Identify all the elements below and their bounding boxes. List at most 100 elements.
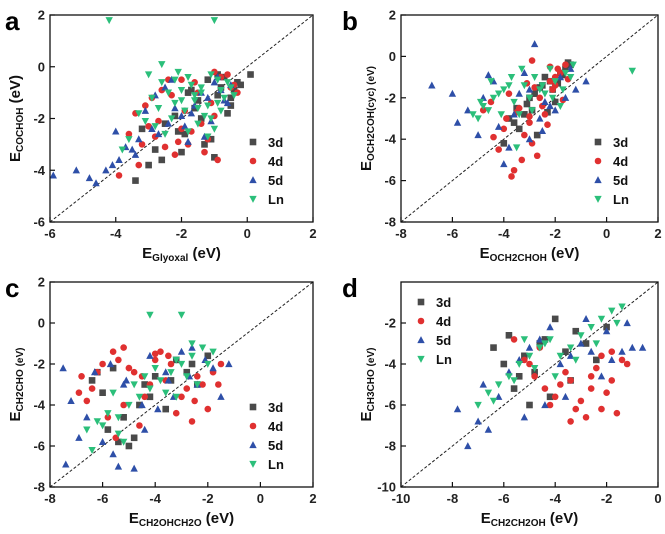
data-point-4d	[151, 350, 159, 358]
legend-marker-5d	[249, 441, 257, 449]
data-point-Ln	[556, 352, 565, 360]
data-point-4d	[142, 102, 149, 109]
data-point-Ln	[171, 99, 179, 107]
series-Ln	[469, 61, 636, 152]
x-tick-label: -2	[176, 226, 188, 241]
legend: 3d 4d 5d Ln	[594, 135, 629, 207]
data-point-5d	[520, 69, 529, 77]
data-point-3d	[204, 352, 212, 360]
data-point-Ln	[613, 319, 621, 327]
data-point-3d	[536, 340, 544, 347]
data-point-4d	[479, 106, 487, 114]
data-point-Ln	[505, 373, 513, 381]
y-tick-label: -10	[377, 480, 396, 495]
data-point-4d	[224, 71, 231, 78]
data-point-5d	[602, 327, 611, 335]
data-point-5d	[561, 392, 570, 400]
data-point-4d	[115, 172, 123, 179]
data-point-3d	[237, 81, 244, 89]
data-point-Ln	[210, 125, 219, 133]
data-point-Ln	[181, 107, 189, 115]
data-point-3d	[183, 368, 191, 376]
data-point-Ln	[528, 107, 536, 115]
data-point-3d	[151, 146, 159, 153]
data-point-4d	[503, 115, 510, 122]
data-point-5d	[474, 131, 482, 139]
data-point-5d	[67, 397, 75, 404]
data-point-Ln	[83, 426, 91, 434]
x-tick-label: -8	[395, 226, 407, 241]
data-point-5d	[128, 145, 136, 153]
legend-label-4d: 4d	[268, 419, 283, 434]
data-point-5d	[131, 150, 140, 158]
y-axis-label: ECH3CHO (eV)	[358, 348, 377, 422]
x-tick-label: -2	[202, 491, 214, 506]
data-point-Ln	[177, 311, 186, 319]
data-point-Ln	[190, 97, 199, 105]
data-point-Ln	[164, 89, 173, 97]
data-point-Ln	[476, 98, 485, 106]
data-point-4d	[199, 381, 206, 388]
data-point-4d	[145, 122, 152, 130]
data-point-4d	[557, 381, 564, 388]
legend-marker-3d	[249, 138, 257, 146]
plot-frame	[400, 14, 659, 223]
data-point-3d	[115, 438, 122, 446]
data-point-Ln	[474, 115, 482, 123]
data-point-4d	[598, 352, 605, 360]
legend-label-5d: 5d	[268, 173, 283, 188]
data-point-4d	[526, 360, 533, 368]
data-point-4d	[536, 94, 544, 102]
data-point-4d	[75, 389, 83, 397]
data-point-Ln	[141, 117, 150, 125]
legend-label-Ln: Ln	[268, 192, 284, 207]
data-point-5d	[164, 119, 173, 127]
data-point-Ln	[479, 102, 487, 110]
data-point-Ln	[194, 105, 202, 113]
legend-marker-3d	[417, 298, 425, 306]
data-point-5d	[448, 89, 457, 97]
data-point-5d	[177, 347, 186, 355]
data-point-5d	[217, 392, 225, 400]
data-point-5d	[200, 132, 209, 140]
data-point-Ln	[177, 86, 186, 94]
data-point-4d	[582, 414, 590, 421]
legend-marker-Ln	[249, 460, 257, 468]
x-tick-label: 2	[309, 491, 316, 506]
data-point-5d	[114, 462, 123, 470]
data-point-Ln	[494, 90, 503, 98]
data-point-4d	[544, 121, 551, 129]
data-point-Ln	[207, 115, 215, 123]
data-point-3d	[533, 131, 541, 139]
data-point-5d	[541, 98, 549, 106]
data-point-Ln	[135, 393, 144, 401]
data-point-5d	[59, 364, 67, 372]
data-point-3d	[204, 76, 212, 83]
data-point-Ln	[172, 356, 180, 364]
data-point-Ln	[510, 98, 518, 106]
x-tick-label: -8	[447, 491, 459, 506]
x-tick-label: -6	[498, 491, 510, 506]
data-point-4d	[554, 65, 562, 73]
y-tick-label: -4	[384, 132, 396, 147]
data-point-Ln	[520, 336, 529, 344]
y-tick-label: -8	[384, 215, 396, 230]
data-point-4d	[608, 348, 616, 356]
legend: 3d 4d 5d Ln	[249, 135, 284, 207]
data-point-4d	[526, 119, 533, 126]
data-point-Ln	[167, 369, 175, 377]
data-point-5d	[209, 364, 217, 372]
data-point-5d	[72, 166, 80, 174]
plot-frame	[400, 281, 659, 488]
legend-label-3d: 3d	[613, 135, 628, 150]
data-point-5d	[225, 360, 233, 368]
series-5d	[453, 315, 647, 450]
data-point-4d	[83, 397, 91, 405]
data-point-Ln	[628, 67, 636, 75]
data-point-4d	[567, 418, 574, 425]
data-point-Ln	[592, 340, 601, 348]
data-point-4d	[510, 336, 518, 343]
legend-label-5d: 5d	[436, 333, 451, 348]
data-point-Ln	[489, 94, 498, 102]
